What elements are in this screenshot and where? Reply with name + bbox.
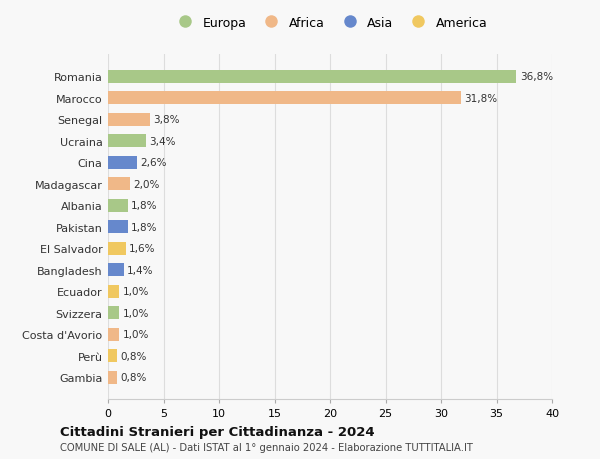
Bar [108,71,517,84]
Bar [108,113,150,127]
Text: 3,4%: 3,4% [149,136,176,146]
Text: COMUNE DI SALE (AL) - Dati ISTAT al 1° gennaio 2024 - Elaborazione TUTTITALIA.IT: COMUNE DI SALE (AL) - Dati ISTAT al 1° g… [60,442,473,452]
Text: 1,6%: 1,6% [129,244,155,254]
Bar [108,349,117,362]
Legend: Europa, Africa, Asia, America: Europa, Africa, Asia, America [172,17,488,29]
Text: 3,8%: 3,8% [154,115,180,125]
Bar [108,371,117,384]
Text: 2,0%: 2,0% [134,179,160,189]
Bar [108,307,119,319]
Bar [108,285,119,298]
Text: 2,6%: 2,6% [140,158,167,168]
Text: 1,8%: 1,8% [131,201,158,211]
Bar [108,157,137,169]
Bar [108,242,126,255]
Bar [108,178,130,191]
Text: 0,8%: 0,8% [120,351,146,361]
Bar [108,135,146,148]
Text: 36,8%: 36,8% [520,72,553,82]
Bar [108,92,461,105]
Text: Cittadini Stranieri per Cittadinanza - 2024: Cittadini Stranieri per Cittadinanza - 2… [60,425,374,438]
Text: 1,8%: 1,8% [131,222,158,232]
Text: 0,8%: 0,8% [120,372,146,382]
Bar [108,328,119,341]
Text: 1,0%: 1,0% [122,308,149,318]
Text: 1,0%: 1,0% [122,330,149,339]
Text: 31,8%: 31,8% [464,94,497,104]
Bar [108,221,128,234]
Bar [108,199,128,212]
Text: 1,0%: 1,0% [122,286,149,297]
Text: 1,4%: 1,4% [127,265,154,275]
Bar [108,263,124,276]
